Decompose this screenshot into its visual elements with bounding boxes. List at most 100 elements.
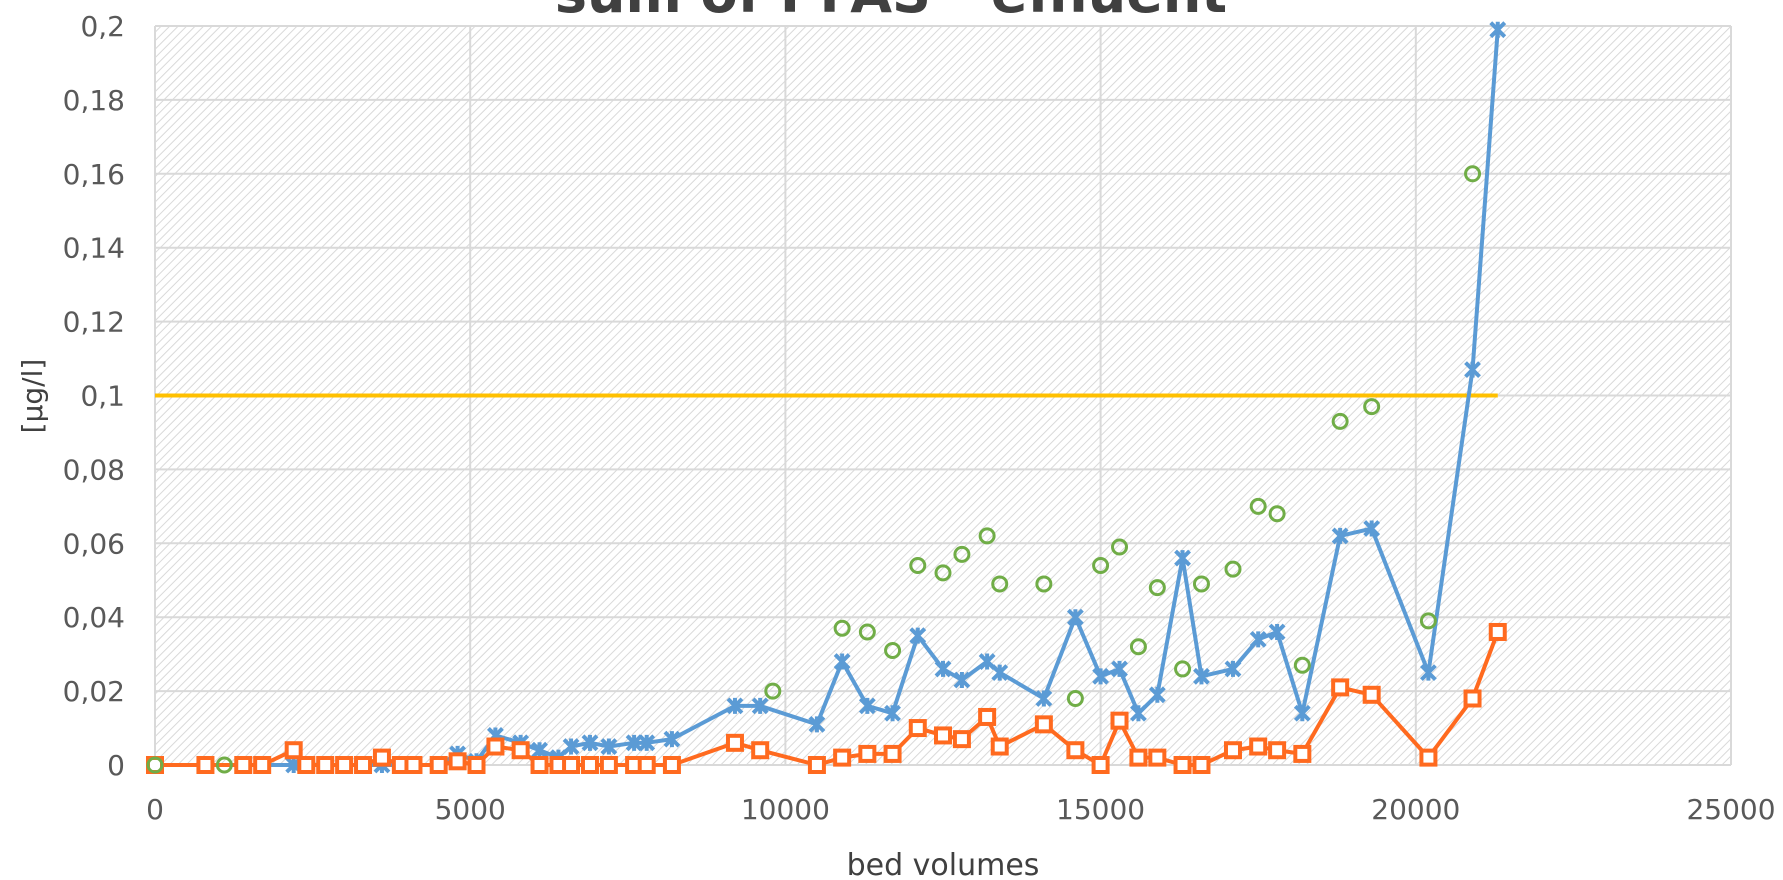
square-marker (662, 756, 681, 774)
square-marker (1066, 741, 1085, 760)
circle-marker (1192, 575, 1210, 593)
y-tick-label: 0,08 (63, 453, 125, 486)
cross-marker (884, 704, 901, 722)
y-tick-label: 0,16 (63, 158, 125, 191)
square-marker (562, 756, 581, 774)
square-marker (599, 756, 618, 774)
cross-marker (1111, 660, 1128, 678)
circle-marker (858, 623, 876, 641)
circle-marker (764, 682, 782, 700)
x-tick-label: 10000 (741, 793, 830, 826)
cross-marker (953, 671, 971, 689)
square-marker (1249, 737, 1268, 756)
square-marker (1331, 678, 1350, 697)
circle-marker (1066, 689, 1084, 707)
circle-marker (146, 756, 164, 774)
y-tick-label: 0,06 (63, 527, 125, 560)
cross-marker (1489, 21, 1507, 39)
square-marker (429, 756, 448, 774)
y-tick-label: 0,18 (63, 84, 125, 117)
square-marker (637, 756, 656, 774)
square-marker (1148, 748, 1167, 767)
circle-marker (884, 641, 902, 659)
cross-marker (751, 697, 769, 715)
square-marker (1173, 756, 1192, 774)
cross-marker (1193, 667, 1210, 685)
cross-marker (909, 627, 927, 645)
circle-marker (1249, 497, 1267, 515)
cross-marker (1130, 704, 1147, 722)
square-marker (1223, 741, 1242, 760)
square-marker (807, 756, 826, 774)
circle-marker (1224, 560, 1242, 578)
circle-marker (1464, 165, 1482, 183)
circle-marker (1174, 660, 1192, 678)
x-tick-label: 5000 (435, 793, 506, 826)
square-marker (978, 707, 997, 726)
cross-marker (1174, 549, 1191, 567)
x-tick-label: 15000 (1056, 793, 1145, 826)
square-marker (990, 737, 1009, 756)
cross-marker (581, 734, 599, 752)
square-marker (725, 733, 744, 752)
y-tick-label: 0,1 (80, 380, 125, 413)
circle-marker (991, 575, 1009, 593)
circle-marker (215, 756, 233, 774)
square-marker (1419, 748, 1438, 767)
cross-marker (808, 715, 826, 733)
square-marker (372, 748, 391, 767)
square-marker (908, 719, 927, 738)
circle-marker (1331, 412, 1349, 430)
circle-marker (934, 564, 952, 582)
square-marker (1091, 756, 1110, 774)
square-marker (284, 741, 303, 760)
cross-marker (1224, 660, 1242, 678)
cross-marker (638, 734, 656, 752)
square-marker (316, 756, 335, 774)
circle-marker (1293, 656, 1311, 674)
circle-marker (1363, 398, 1381, 416)
cross-marker (726, 697, 744, 715)
square-marker (858, 744, 877, 763)
square-marker (952, 730, 971, 749)
cross-marker (663, 730, 681, 748)
x-tick-label: 20000 (1371, 793, 1460, 826)
cross-marker (978, 653, 996, 670)
cross-marker (1331, 527, 1349, 545)
square-marker (486, 737, 505, 756)
cross-marker (991, 664, 1009, 682)
square-marker (751, 741, 770, 760)
square-marker (234, 756, 253, 774)
cross-marker (600, 738, 618, 755)
square-marker (530, 756, 549, 774)
square-marker (1268, 741, 1287, 760)
cross-marker (858, 697, 876, 715)
square-marker (1463, 689, 1482, 708)
cross-marker (1464, 361, 1481, 379)
cross-marker (1249, 630, 1267, 648)
square-marker (196, 756, 215, 774)
cross-marker (934, 660, 952, 678)
square-marker (1362, 685, 1381, 704)
circle-marker (1092, 556, 1110, 574)
circle-marker (1268, 505, 1286, 523)
cross-marker (1148, 686, 1166, 704)
y-tick-label: 0,04 (63, 601, 125, 634)
cross-marker (1419, 664, 1437, 682)
cross-marker (531, 741, 548, 759)
square-marker (297, 756, 316, 774)
circle-marker (1111, 538, 1129, 556)
y-tick-label: 0 (107, 749, 125, 782)
x-axis-label: bed volumes (847, 848, 1040, 880)
circle-marker (1035, 575, 1053, 593)
y-axis-label: [µg/l] (16, 359, 49, 434)
square-marker (1110, 711, 1129, 730)
cross-marker (1293, 704, 1311, 722)
cross-marker (833, 653, 851, 670)
circle-marker (978, 527, 996, 545)
square-marker (335, 756, 354, 774)
cross-marker (625, 734, 643, 752)
square-marker (404, 756, 423, 774)
chart-title: sum of PFAS - effluent (555, 0, 1227, 25)
y-tick-label: 0,14 (63, 232, 125, 265)
